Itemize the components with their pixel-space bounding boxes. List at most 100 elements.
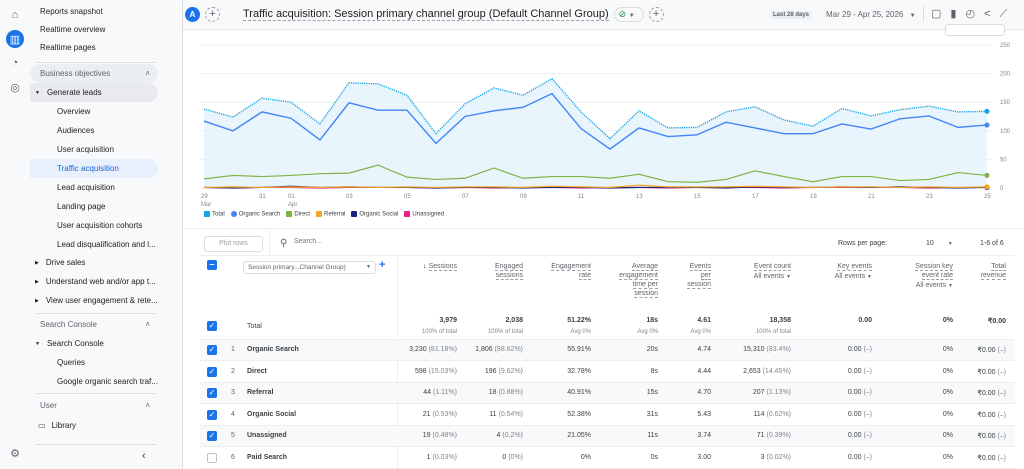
sidebar-item[interactable]: Reports snapshot xyxy=(30,2,158,21)
cell-share: (81.18%) xyxy=(428,346,457,353)
title-group: A + Traffic acquisition: Session primary… xyxy=(185,7,664,22)
column-header[interactable]: Session key event rate All events ▼ xyxy=(915,262,953,291)
table-row[interactable]: ✓ 1 Organic Search 3,230 (81.18%) 1,806 (8… xyxy=(200,340,1015,361)
legend-item[interactable]: Organic Search xyxy=(230,211,280,218)
table-row[interactable]: ✓ 3 Referral 44 (1.11%) 18 (0.88%) 40.91% 1… xyxy=(200,383,1015,404)
date-range-picker[interactable]: Mar 29 - Apr 25, 2026 ▼ xyxy=(826,10,916,19)
row-checkbox[interactable]: ✓ xyxy=(207,431,217,441)
table-row[interactable]: 6 Paid Search 1 (0.03%) 0 (0%) 0% 0s 3.00 3… xyxy=(200,448,1015,469)
sidebar-item[interactable]: Queries xyxy=(30,353,158,372)
column-header-label: session xyxy=(687,281,711,289)
column-header[interactable]: Engagement rate xyxy=(551,262,591,280)
checkbox[interactable]: ✓ xyxy=(207,321,217,331)
sidebar-item[interactable]: User acquisition xyxy=(30,140,158,159)
explore-icon[interactable]: ◔ xyxy=(11,57,19,69)
dimension-select[interactable]: Session primary...Channel Group) ▼ xyxy=(243,261,376,274)
sidebar-item[interactable]: User acquisition cohorts xyxy=(30,216,158,235)
reports-icon[interactable]: ▥ xyxy=(6,30,24,48)
row-checkbox[interactable]: ✓ xyxy=(207,388,217,398)
sidebar-item[interactable]: Traffic acquisition xyxy=(30,159,158,178)
column-header[interactable]: Event count All events ▼ xyxy=(754,262,791,282)
table-row[interactable]: ✓ 2 Direct 598 (15.03%) 196 (9.62%) 32.78% … xyxy=(200,362,1015,383)
rows-per-page-select[interactable]: 10 ▼ xyxy=(926,240,956,247)
cell-value: 31s xyxy=(646,410,658,418)
cell-value: 32.78% xyxy=(567,367,591,375)
sidebar-item-library[interactable]: ▭ Library xyxy=(30,416,158,435)
sidebar-item[interactable]: Audiences xyxy=(30,121,158,140)
column-header-label: Average xyxy=(632,263,658,271)
legend-item[interactable]: Referral xyxy=(316,211,345,218)
row-checkbox[interactable]: ✓ xyxy=(207,345,217,355)
home-icon[interactable]: ⌂ xyxy=(11,9,19,21)
legend-item[interactable]: Organic Social xyxy=(351,211,398,218)
total-value: 18,358 xyxy=(769,317,791,324)
column-header[interactable]: Average engagement time per session xyxy=(619,262,658,298)
cell-share: (0.03%) xyxy=(432,453,457,461)
compare-icon[interactable]: ▮ xyxy=(950,8,966,20)
sidebar-item[interactable]: ▶ Drive sales xyxy=(30,253,158,272)
insights-icon[interactable]: ◴ xyxy=(965,8,985,20)
row-checkbox[interactable]: ✓ xyxy=(207,409,217,420)
legend-item[interactable]: Total xyxy=(204,211,225,218)
sidebar-item[interactable]: ▶ View user engagement & rete... xyxy=(30,291,158,310)
total-label: Total xyxy=(247,323,262,330)
trend-icon[interactable]: ⟋ xyxy=(999,8,1017,20)
sidebar-item-generate-leads[interactable]: ▼ Generate leads xyxy=(30,83,158,102)
column-header[interactable]: ↓ Sessions xyxy=(423,262,457,271)
total-subvalue: Avg 0% xyxy=(637,329,658,335)
section-user[interactable]: User ˄ xyxy=(30,396,158,415)
plot-rows-button[interactable]: Plot rows xyxy=(204,236,263,252)
search-input[interactable] xyxy=(294,238,494,245)
sidebar-item[interactable]: Realtime overview xyxy=(30,20,158,39)
select-all-checkbox[interactable]: – xyxy=(207,260,217,270)
column-header[interactable]: Events per session xyxy=(687,262,711,289)
chart-type-dropdown[interactable] xyxy=(945,24,1005,36)
event-filter-dropdown[interactable]: All events xyxy=(753,273,785,280)
event-filter-dropdown[interactable]: All events xyxy=(915,282,947,289)
cell-value: 3.74 xyxy=(697,432,711,439)
sidebar-item-label: Lead disqualification and l... xyxy=(57,240,156,249)
table-row[interactable]: ✓ 4 Organic Social 21 (0.53%) 11 (0.54%) 52… xyxy=(200,405,1015,426)
legend-item[interactable]: Direct xyxy=(286,211,310,218)
row-checkbox[interactable] xyxy=(207,452,217,463)
sidebar-item[interactable]: Landing page xyxy=(30,197,158,216)
gear-icon[interactable]: ⚙ xyxy=(10,447,20,460)
total-value: 51.22% xyxy=(567,317,591,324)
add-dimension-button[interactable]: + xyxy=(379,259,386,271)
sidebar-item[interactable]: Realtime pages xyxy=(30,38,158,57)
add-button[interactable]: + xyxy=(648,7,664,22)
row-checkbox[interactable]: ✓ xyxy=(207,366,217,377)
sidebar-item-search-console[interactable]: ▼ Search Console xyxy=(30,334,158,353)
note-icon[interactable]: ▢ xyxy=(931,8,951,20)
sidebar-item-label: Drive sales xyxy=(45,258,86,267)
section-business-objectives[interactable]: Business objectives ˄ xyxy=(30,64,158,83)
section-search-console[interactable]: Search Console ˄ xyxy=(30,315,158,334)
cell-value: ₹0.00 xyxy=(977,368,996,376)
share-icon[interactable]: < xyxy=(984,8,1000,20)
column-header[interactable]: Engaged sessions xyxy=(494,262,523,280)
sidebar-item[interactable]: Lead disqualification and l... xyxy=(30,235,158,254)
event-filter-dropdown[interactable]: All events xyxy=(834,273,866,280)
avatar[interactable]: A xyxy=(185,7,200,22)
legend-item[interactable]: Unassigned xyxy=(404,211,444,218)
status-dropdown[interactable]: ⊘ ▼ xyxy=(613,7,644,22)
divider xyxy=(36,444,156,445)
sidebar-item[interactable]: Overview xyxy=(30,102,158,121)
series-end-marker xyxy=(984,108,990,114)
add-comparison-button[interactable]: + xyxy=(205,7,220,22)
series-end-marker xyxy=(984,184,990,190)
collapse-sidebar-icon[interactable]: ‹ xyxy=(142,450,146,462)
cell-value: 0% xyxy=(942,432,953,439)
total-subvalue: 100% of total xyxy=(755,329,791,335)
cell-value: ₹0.00 xyxy=(977,433,996,440)
sidebar-item[interactable]: ▶ Understand web and/or app t... xyxy=(30,272,158,291)
y-tick-label: 50 xyxy=(1000,157,1007,163)
sidebar-item[interactable]: Google organic search traf... xyxy=(30,372,158,391)
table-row[interactable]: ✓ 5 Unassigned 19 (0.48%) 4 (0.2%) 21.05% 1… xyxy=(200,426,1015,447)
cell-value: 0.00 xyxy=(847,389,862,396)
cell-share: (0.39%) xyxy=(766,432,791,439)
sidebar-item[interactable]: Lead acquisition xyxy=(30,178,158,197)
column-header[interactable]: Key events All events ▼ xyxy=(835,262,872,282)
advertising-icon[interactable]: ◎ xyxy=(10,81,20,94)
column-header[interactable]: Total revenue xyxy=(980,262,1006,280)
